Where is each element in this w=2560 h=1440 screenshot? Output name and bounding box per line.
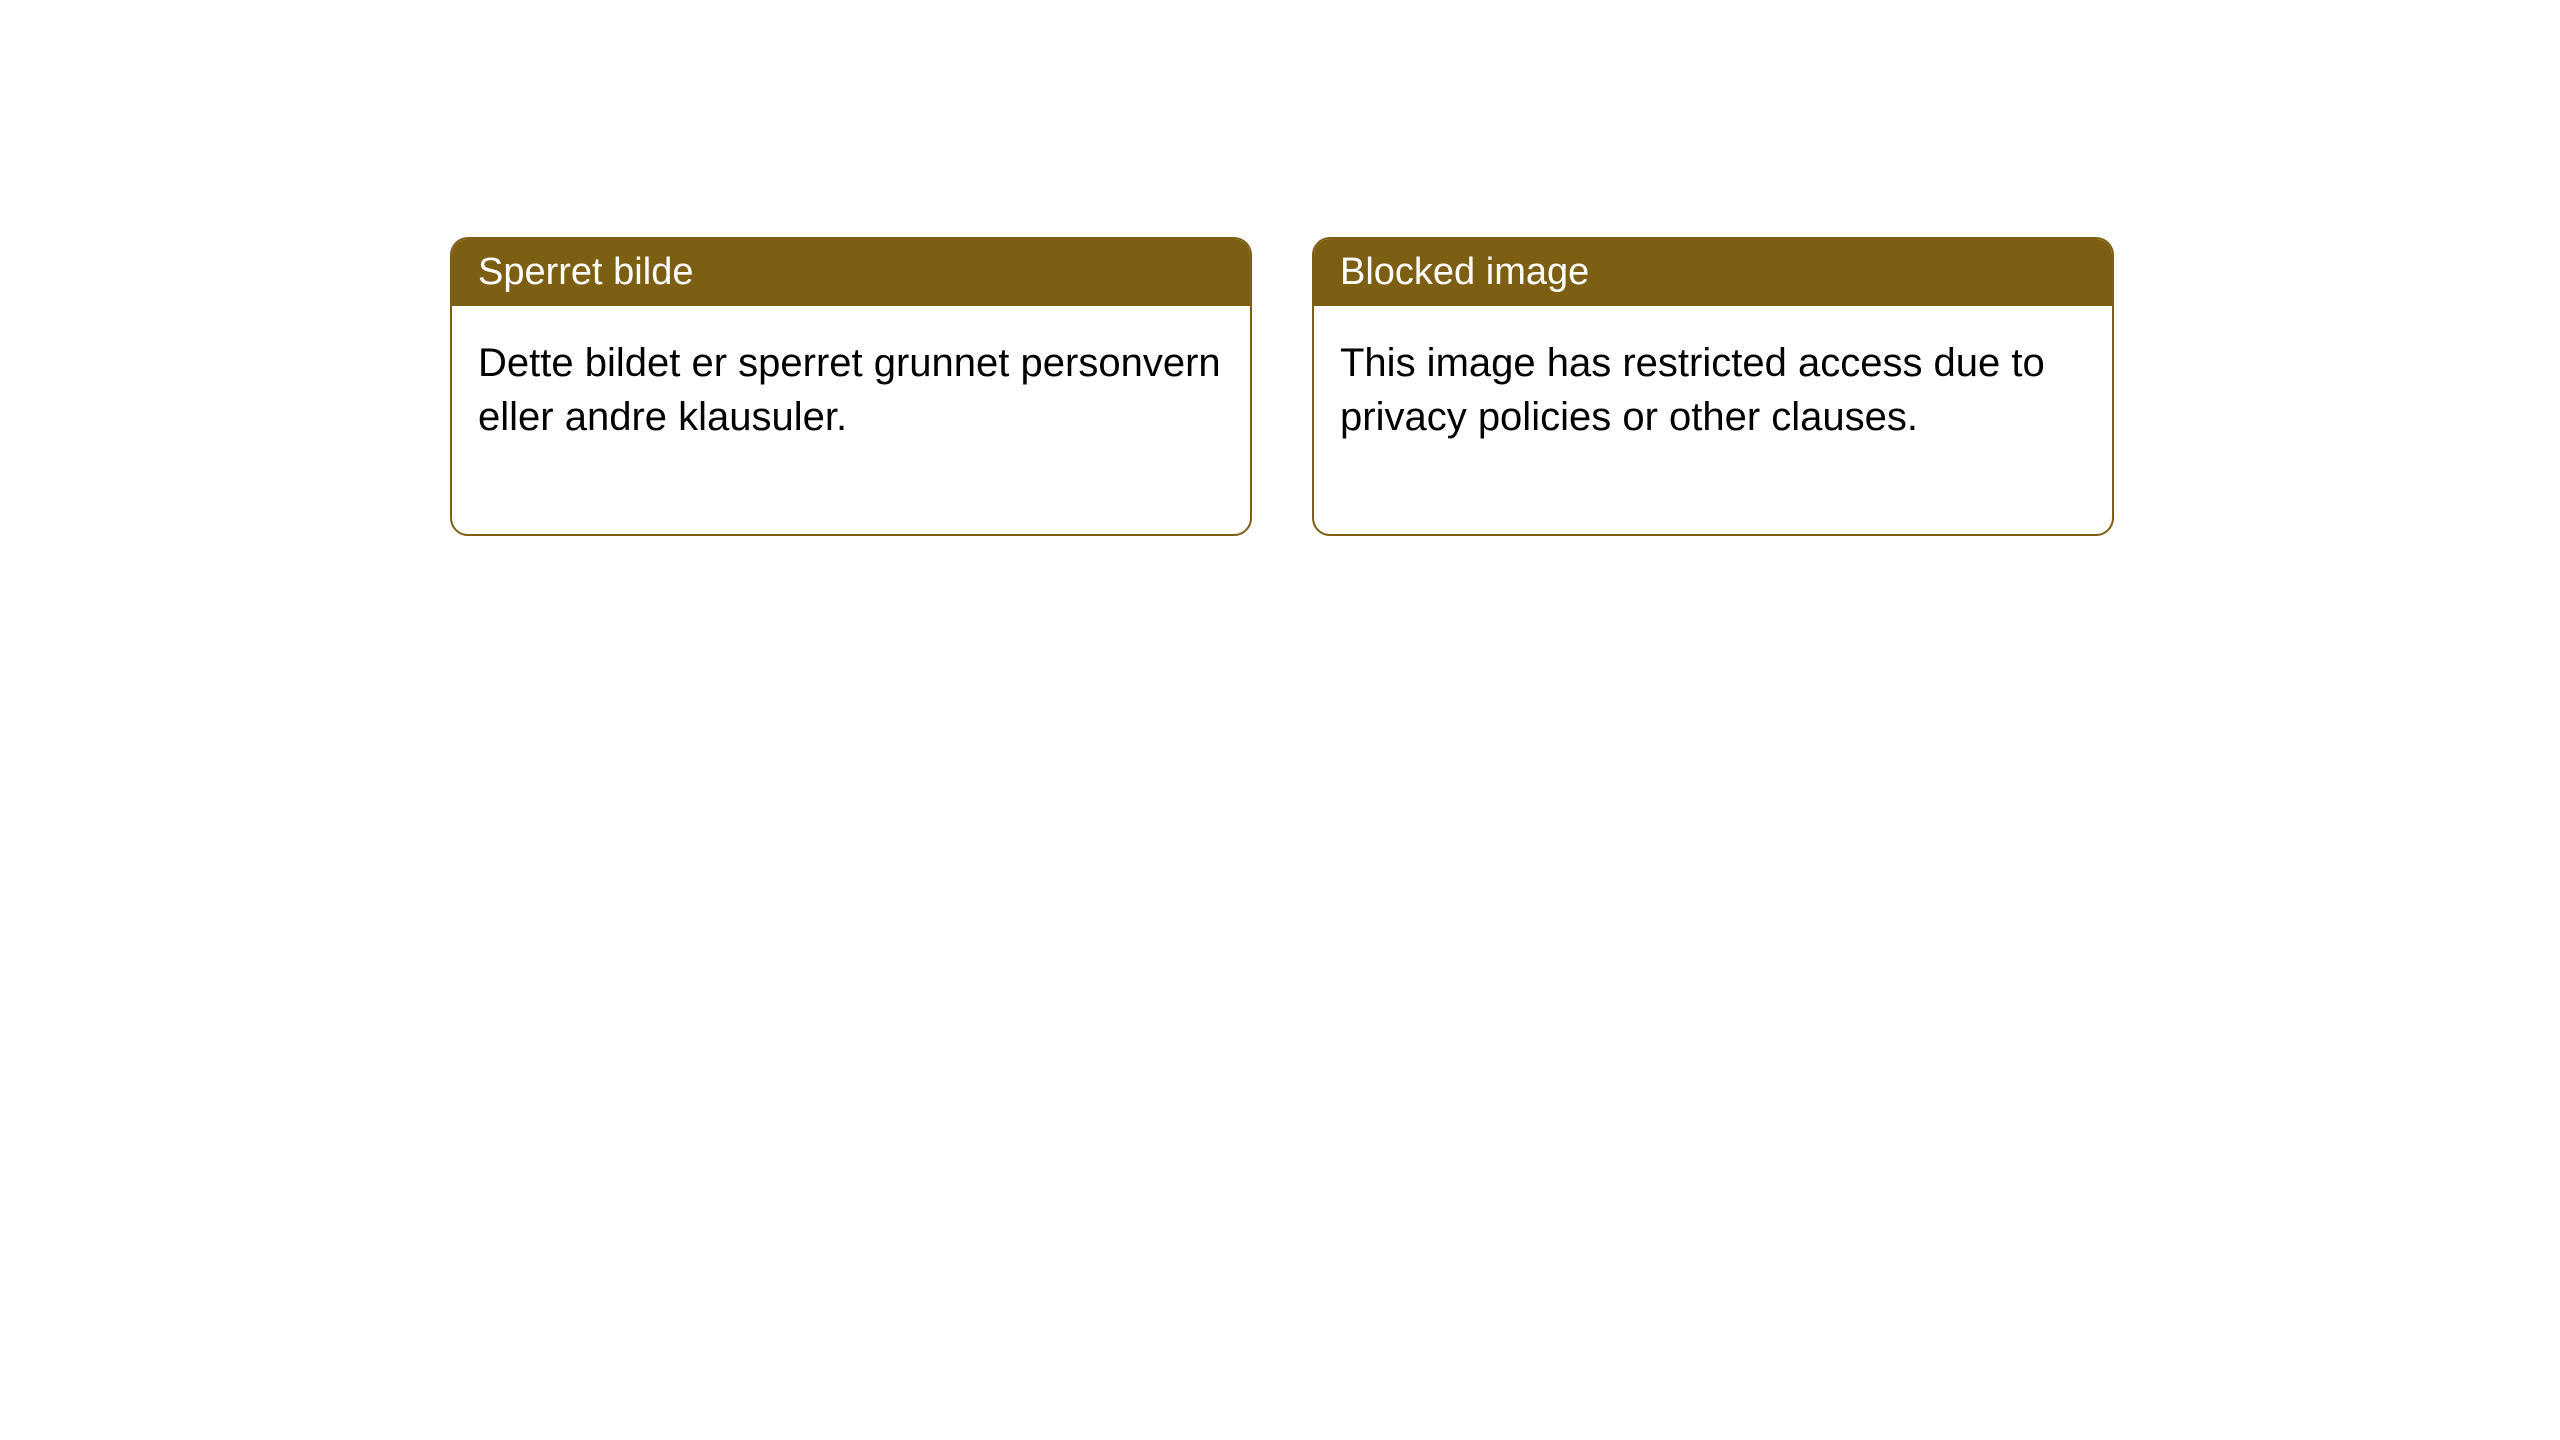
blocked-image-card-norwegian: Sperret bilde Dette bildet er sperret gr… <box>450 237 1252 536</box>
card-title: Sperret bilde <box>478 251 693 293</box>
card-title: Blocked image <box>1340 251 1589 293</box>
cards-container: Sperret bilde Dette bildet er sperret gr… <box>450 237 2114 536</box>
card-header: Sperret bilde <box>452 239 1250 306</box>
card-body: This image has restricted access due to … <box>1314 306 2112 534</box>
card-header: Blocked image <box>1314 239 2112 306</box>
card-body: Dette bildet er sperret grunnet personve… <box>452 306 1250 534</box>
card-body-text: Dette bildet er sperret grunnet personve… <box>478 341 1221 439</box>
card-body-text: This image has restricted access due to … <box>1340 341 2045 439</box>
blocked-image-card-english: Blocked image This image has restricted … <box>1312 237 2114 536</box>
